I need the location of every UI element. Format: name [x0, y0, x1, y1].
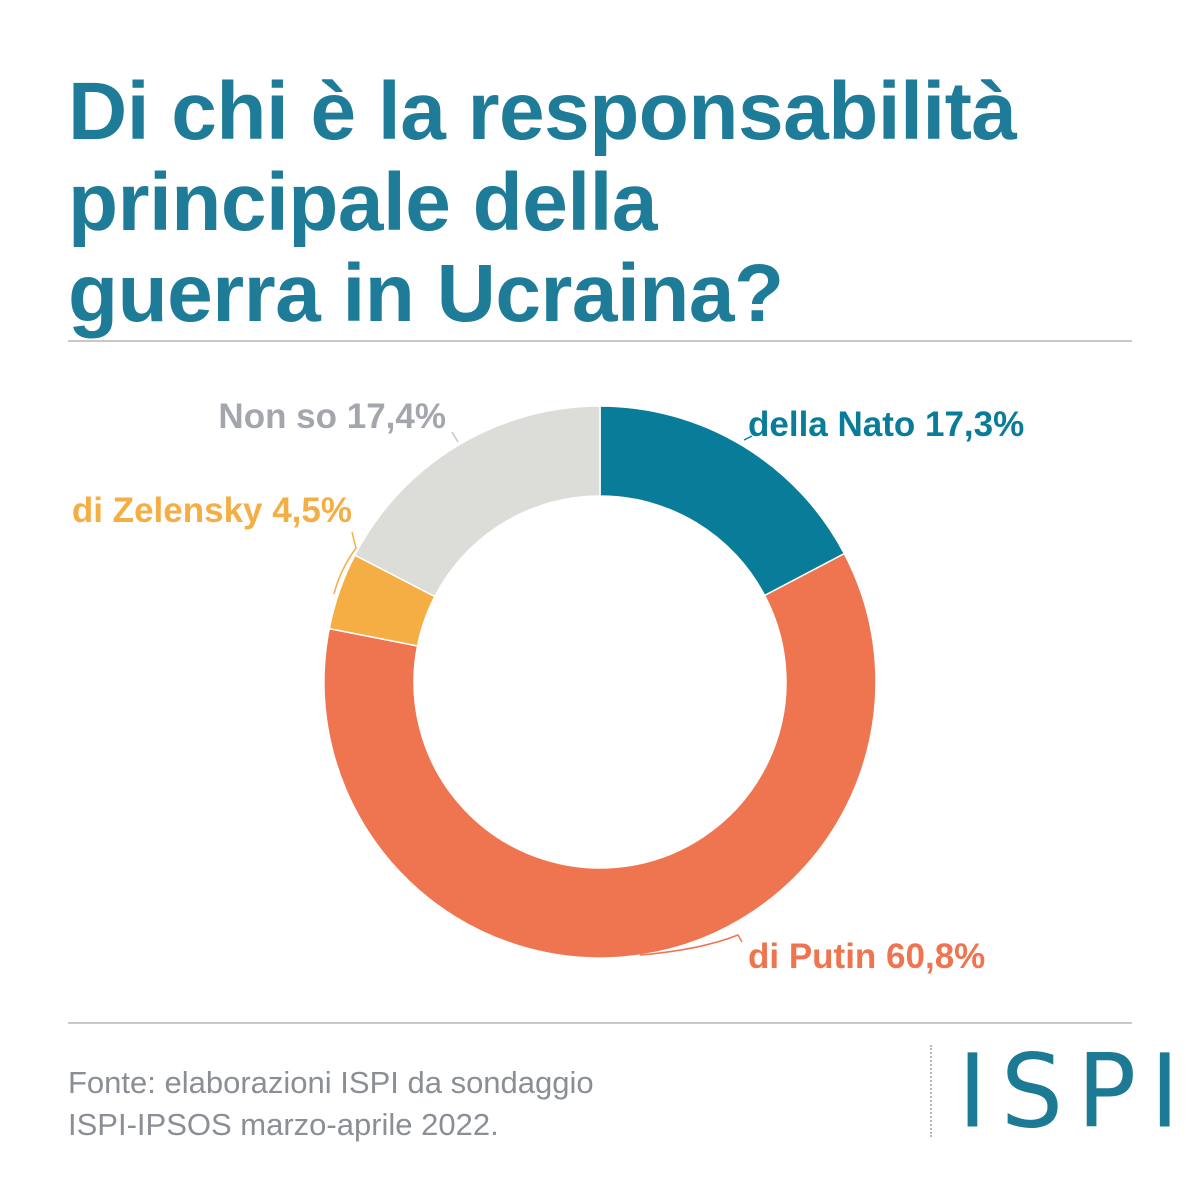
label-nato: della Nato 17,3%	[748, 405, 1024, 444]
source-note: Fonte: elaborazioni ISPI da sondaggio IS…	[68, 1062, 594, 1146]
label-leaders	[333, 431, 753, 956]
chart-title-line-1: Di chi è la responsabilità	[68, 66, 1017, 157]
source-note-line-1: Fonte: elaborazioni ISPI da sondaggio	[68, 1065, 594, 1100]
donut-slices	[323, 405, 877, 959]
logo-separator	[930, 1045, 932, 1137]
leader-zelensky	[333, 531, 357, 595]
top-divider	[68, 340, 1132, 342]
chart-title-line-2: principale della	[68, 157, 657, 248]
leader-nato	[743, 435, 753, 441]
source-note-line-2: ISPI-IPSOS marzo-aprile 2022.	[68, 1107, 499, 1142]
label-putin: di Putin 60,8%	[748, 937, 985, 976]
donut-chart: della Nato 17,3% di Putin 60,8% di Zelensk…	[72, 397, 1024, 976]
leader-non-so	[451, 431, 459, 443]
slice-putin	[323, 552, 877, 959]
chart-title: Di chi è la responsabilità principale de…	[68, 66, 1148, 339]
leader-putin	[639, 934, 743, 956]
label-non-so: Non so 17,4%	[218, 397, 446, 436]
label-zelensky: di Zelensky 4,5%	[72, 491, 352, 530]
ispi-logo: ISPI	[958, 1032, 1194, 1152]
chart-title-line-3: guerra in Ucraina?	[68, 248, 784, 339]
slice-non-so	[353, 405, 601, 598]
bottom-divider	[68, 1022, 1132, 1024]
slice-labels: della Nato 17,3% di Putin 60,8% di Zelensk…	[72, 397, 1024, 976]
